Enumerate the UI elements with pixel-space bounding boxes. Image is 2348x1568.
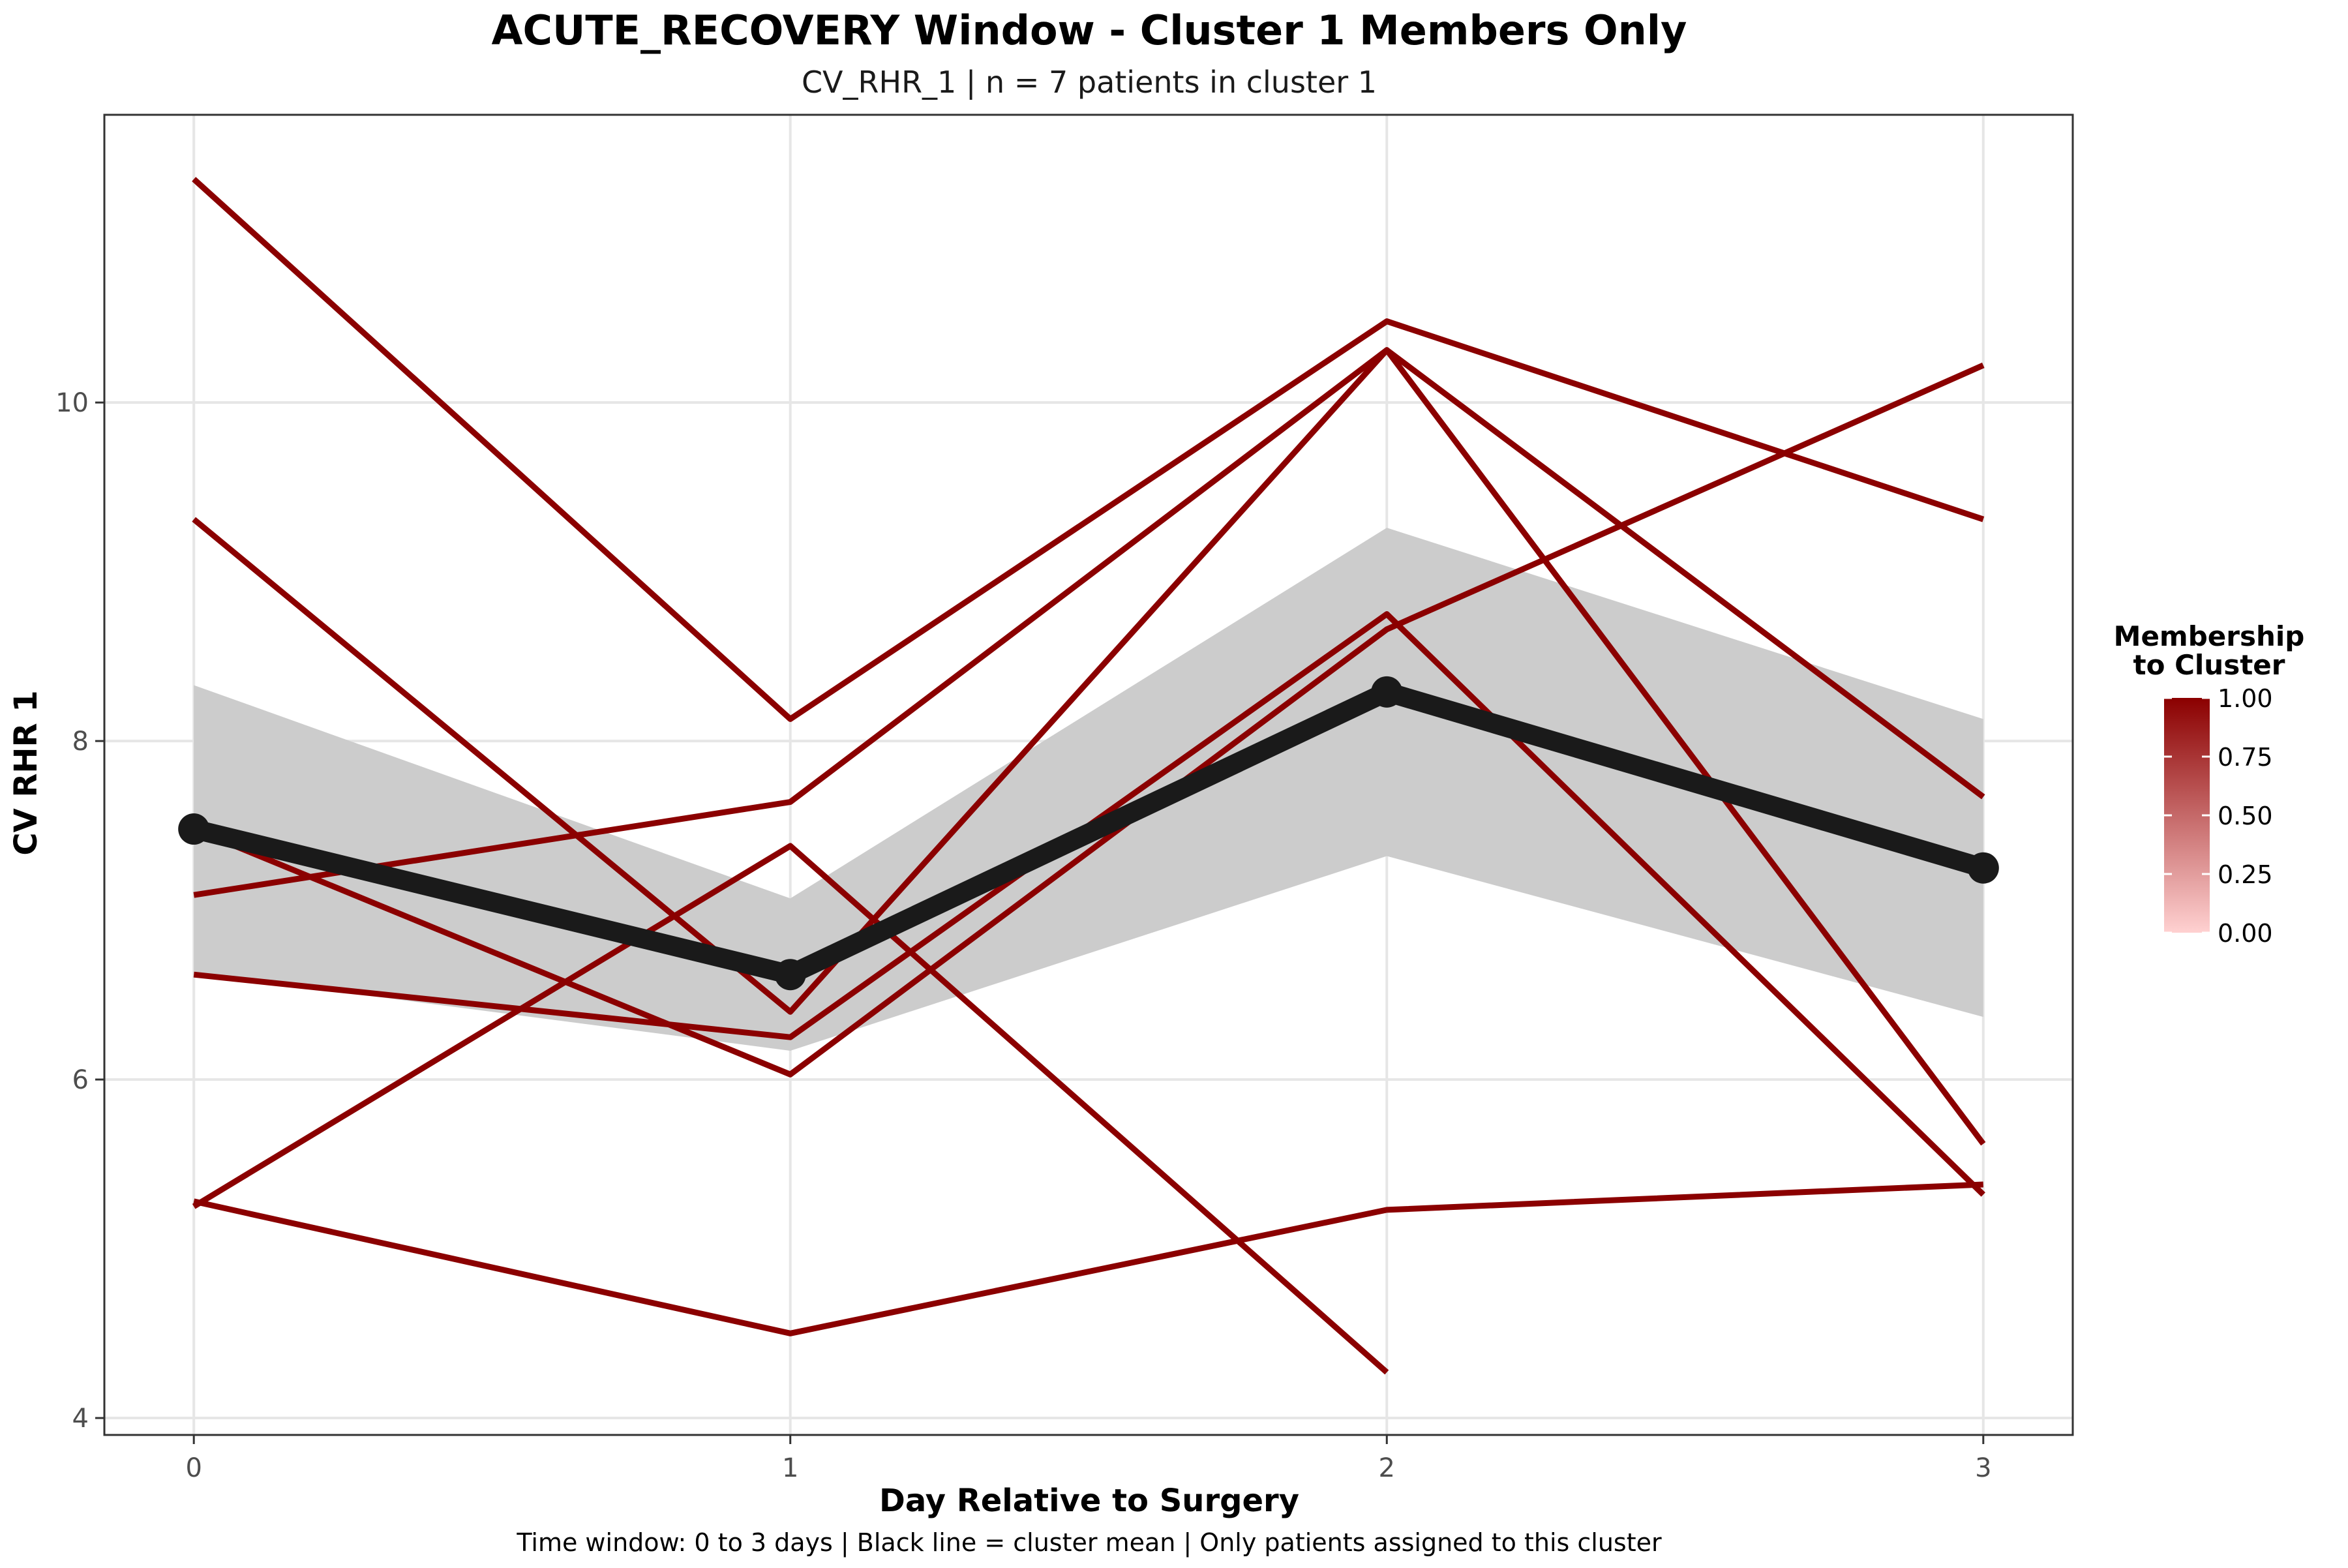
y-tick-label: 8 (72, 727, 89, 757)
x-tick-label: 2 (1379, 1453, 1395, 1483)
mean-point (1967, 852, 1999, 884)
x-tick-label: 0 (185, 1453, 202, 1483)
y-tick-label: 6 (72, 1065, 89, 1095)
mean-line (191, 682, 1987, 985)
plot-border (103, 113, 2074, 1436)
patient-line-3 (193, 347, 1986, 1146)
x-tick-label: 3 (1975, 1453, 1991, 1483)
legend-tick-label: 1.00 (2218, 684, 2273, 713)
legend-tick-label: 0.25 (2218, 860, 2273, 889)
patient-line-2 (192, 347, 1985, 1015)
legend-title-line: to Cluster (2133, 649, 2285, 681)
chart-title: ACUTE_RECOVERY Window - Cluster 1 Member… (492, 7, 1687, 54)
x-axis-label: Day Relative to Surgery (879, 1483, 1299, 1519)
patient-line-7 (192, 362, 1985, 1078)
legend-tick-label: 0.50 (2218, 802, 2273, 830)
patient-line-6 (193, 1181, 1984, 1336)
plot-area: 0 1 2 3 4 6 8 10 (55, 113, 2074, 1483)
legend-title-line: Membership (2114, 620, 2305, 652)
legend-ticks: 1.00 0.75 0.50 0.25 0.00 (2164, 684, 2273, 948)
legend: Membership to Cluster 1.00 0.75 0.50 0.25 0.0… (2114, 620, 2305, 948)
mean-point (178, 813, 210, 845)
legend-title: Membership to Cluster (2114, 620, 2305, 681)
patient-line-1 (192, 177, 1985, 722)
chart-caption: Time window: 0 to 3 days | Black line = … (516, 1528, 1662, 1558)
mean-ribbon (194, 528, 1983, 1051)
legend-tick-label: 0.75 (2218, 743, 2273, 772)
mean-point (1371, 676, 1403, 708)
x-tick-label: 1 (782, 1453, 798, 1483)
legend-tick-label: 0.00 (2218, 919, 2273, 948)
chart-subtitle: CV_RHR_1 | n = 7 patients in cluster 1 (802, 65, 1377, 100)
y-axis-label: CV RHR 1 (8, 690, 44, 855)
y-tick-label: 4 (72, 1404, 89, 1434)
y-tick-label: 10 (55, 388, 89, 418)
mean-point (774, 959, 806, 991)
patient-line-5 (192, 843, 1389, 1375)
